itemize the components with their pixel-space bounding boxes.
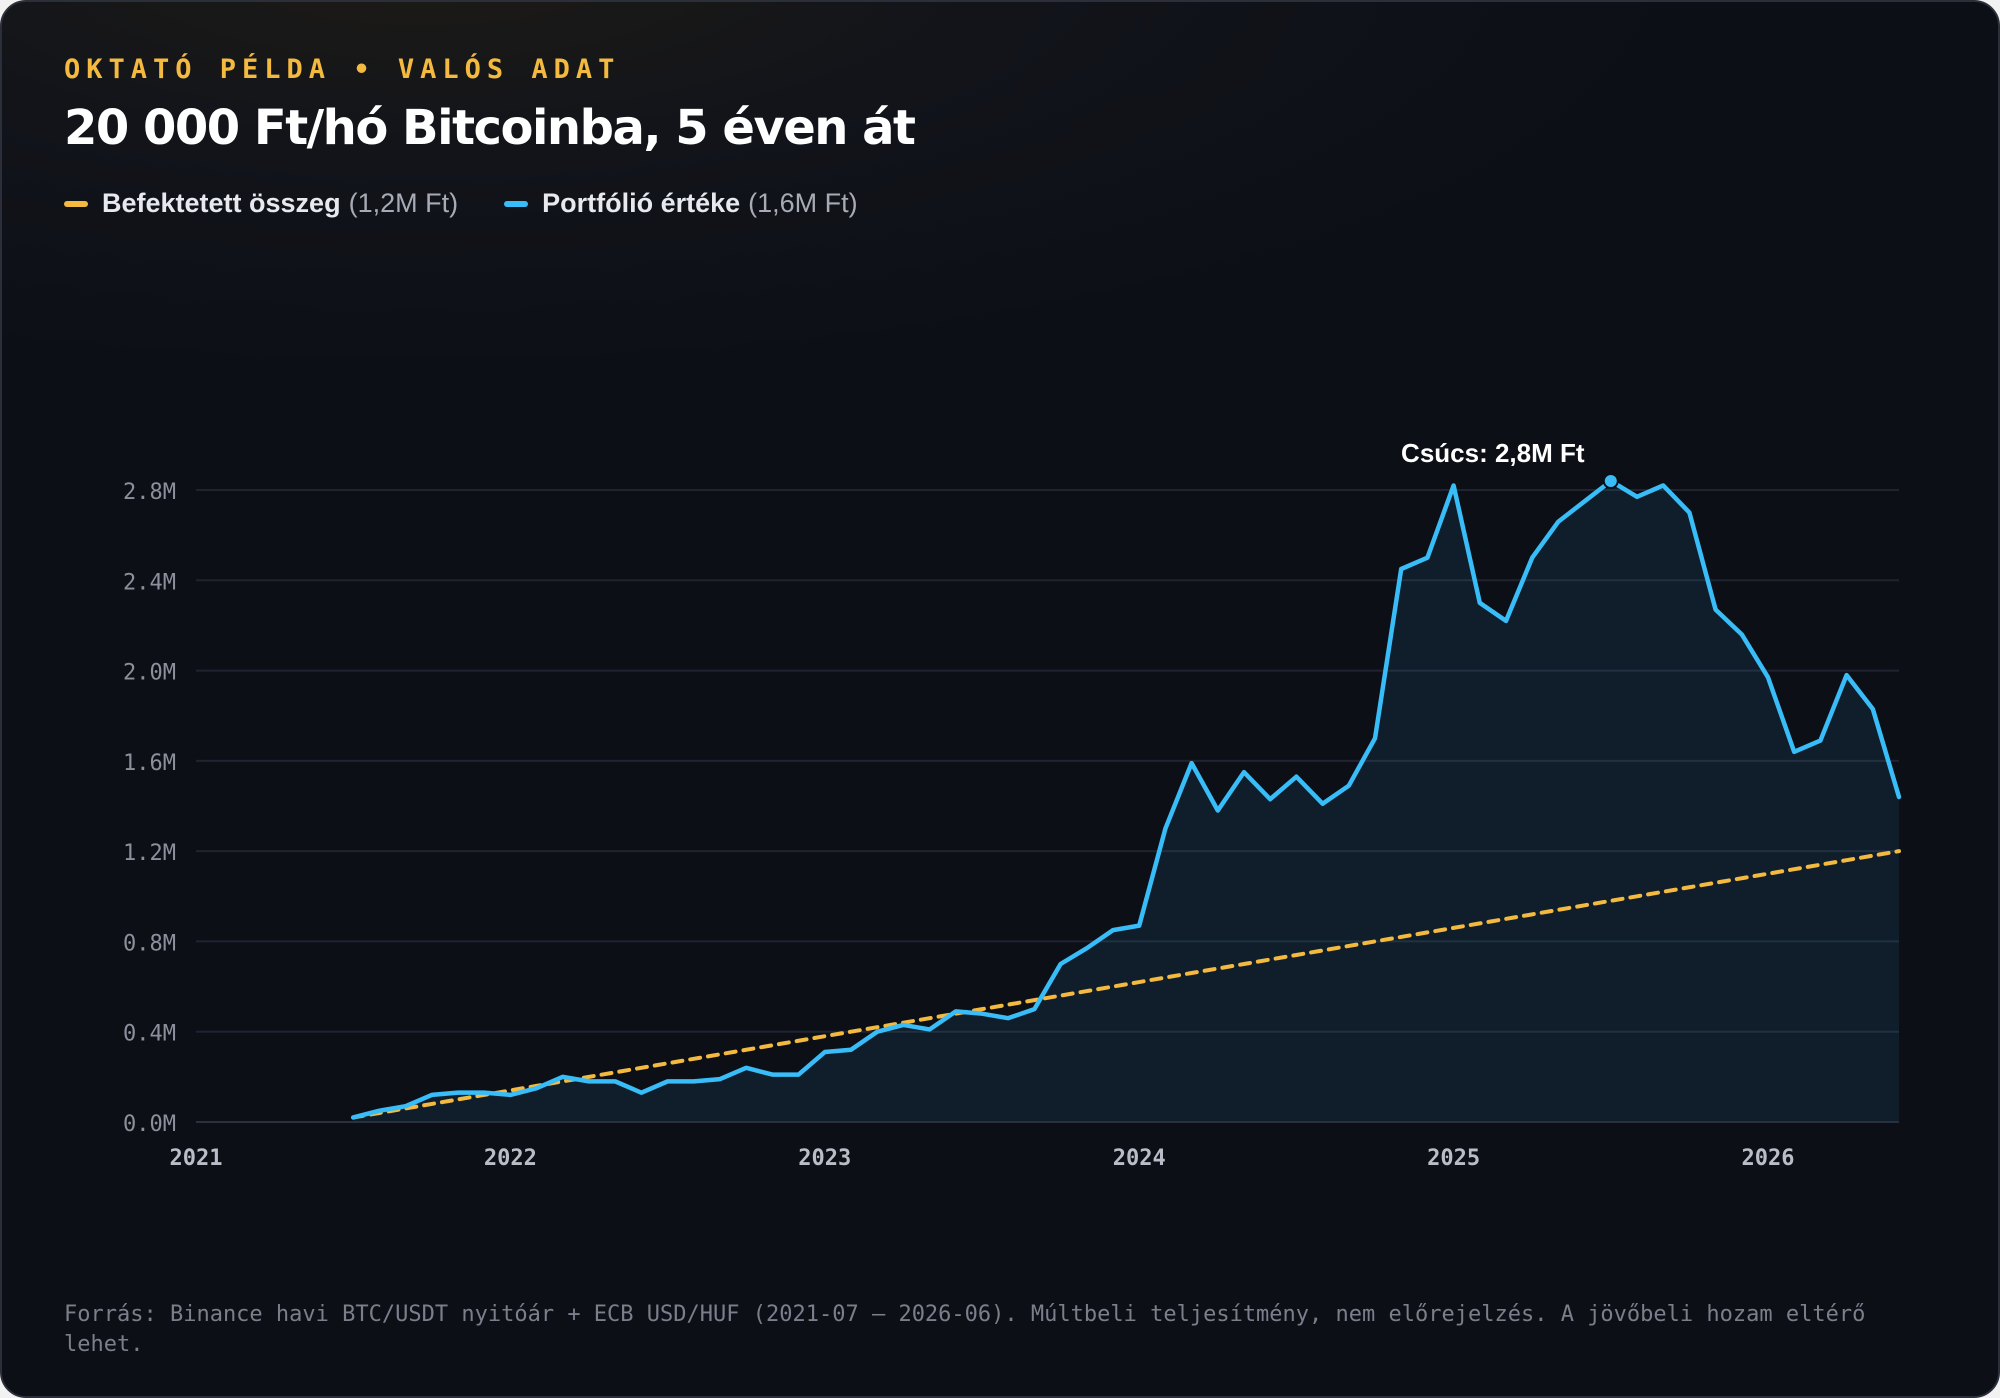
- legend: Befektetett összeg (1,2M Ft) Portfólió é…: [64, 188, 858, 219]
- y-tick-label: 1.6M: [123, 751, 176, 776]
- y-tick-label: 0.0M: [123, 1112, 176, 1137]
- legend-swatch-invested: [64, 200, 88, 207]
- x-tick-label: 2024: [1113, 1146, 1166, 1171]
- portfolio-area: [353, 481, 1900, 1122]
- peak-annotation: Csúcs: 2,8M Ft: [1401, 438, 1585, 468]
- y-tick-label: 2.0M: [123, 661, 176, 686]
- y-tick-label: 0.4M: [123, 1022, 176, 1047]
- y-tick-label: 0.8M: [123, 931, 176, 956]
- legend-item-portfolio: Portfólió értéke (1,6M Ft): [504, 188, 858, 219]
- x-tick-label: 2022: [484, 1146, 537, 1171]
- x-tick-label: 2026: [1742, 1146, 1795, 1171]
- legend-swatch-portfolio: [504, 200, 529, 207]
- legend-name-portfolio: Portfólió értéke: [542, 188, 741, 218]
- x-tick-label: 2021: [170, 1146, 223, 1171]
- y-tick-label: 2.8M: [123, 480, 176, 505]
- series-line-invested: [351, 849, 1901, 1120]
- peak-marker: [1602, 472, 1619, 489]
- source-note: Forrás: Binance havi BTC/USDT nyitóár + …: [64, 1302, 1866, 1357]
- series-line-portfolio: [350, 478, 1902, 1120]
- x-tick-label: 2023: [798, 1146, 851, 1171]
- x-tick-label: 2025: [1427, 1146, 1480, 1171]
- legend-value-invested: (1,2M Ft): [348, 188, 459, 218]
- y-tick-label: 2.4M: [123, 570, 176, 595]
- legend-value-portfolio: (1,6M Ft): [748, 188, 858, 218]
- legend-name-invested: Befektetett összeg: [102, 188, 341, 218]
- legend-item-invested: Befektetett összeg (1,2M Ft): [64, 188, 458, 219]
- y-tick-label: 1.2M: [123, 841, 176, 866]
- eyebrow-label: OKTATÓ PÉLDA • VALÓS ADAT: [64, 54, 621, 85]
- chart-title: 20 000 Ft/hó Bitcoinba, 5 éven át: [64, 100, 916, 156]
